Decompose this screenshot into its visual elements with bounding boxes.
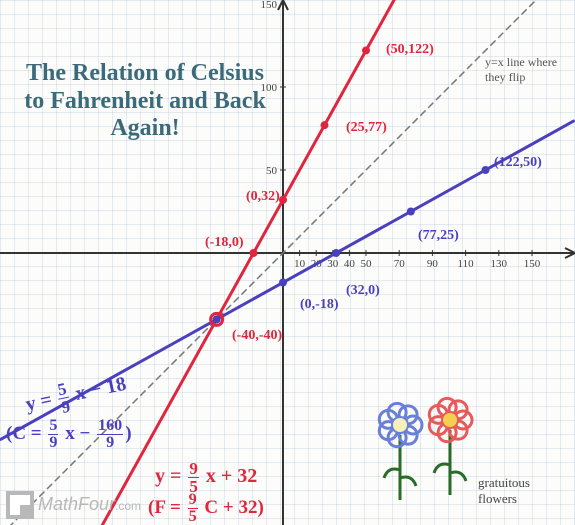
point-label: (122,50) xyxy=(494,155,542,171)
flowers-label: gratuitous flowers xyxy=(478,475,558,507)
svg-text:150: 150 xyxy=(524,258,541,270)
point-label: (-18,0) xyxy=(205,235,244,251)
logo: MathFour.com xyxy=(6,491,141,519)
flower-icon xyxy=(420,395,480,505)
svg-text:90: 90 xyxy=(427,258,439,270)
point-label: (25,77) xyxy=(346,120,387,136)
svg-text:130: 130 xyxy=(491,258,508,270)
point-label: (-40,-40) xyxy=(232,328,282,344)
svg-text:50: 50 xyxy=(361,258,373,270)
svg-text:100: 100 xyxy=(261,82,278,94)
equation-ctof-alt: (F = 95 C + 32) xyxy=(148,492,264,525)
point-label: (0,32) xyxy=(246,189,280,205)
svg-text:110: 110 xyxy=(458,258,475,270)
svg-text:70: 70 xyxy=(394,258,406,270)
identity-line-label: y=x line where they flip xyxy=(485,55,565,85)
point-label: (32,0) xyxy=(346,283,380,299)
point-label: (0,-18) xyxy=(300,297,339,313)
svg-text:30: 30 xyxy=(327,258,339,270)
svg-text:40: 40 xyxy=(344,258,356,270)
svg-text:10: 10 xyxy=(294,258,306,270)
equation-ftoc-alt: (C = 59 x − 1609) xyxy=(6,418,132,451)
equation-ctof: y = 95 x + 32 xyxy=(155,460,257,495)
point-label: (77,25) xyxy=(418,228,459,244)
point-label: (50,122) xyxy=(386,42,434,58)
svg-text:150: 150 xyxy=(261,0,278,11)
svg-text:50: 50 xyxy=(266,165,278,177)
